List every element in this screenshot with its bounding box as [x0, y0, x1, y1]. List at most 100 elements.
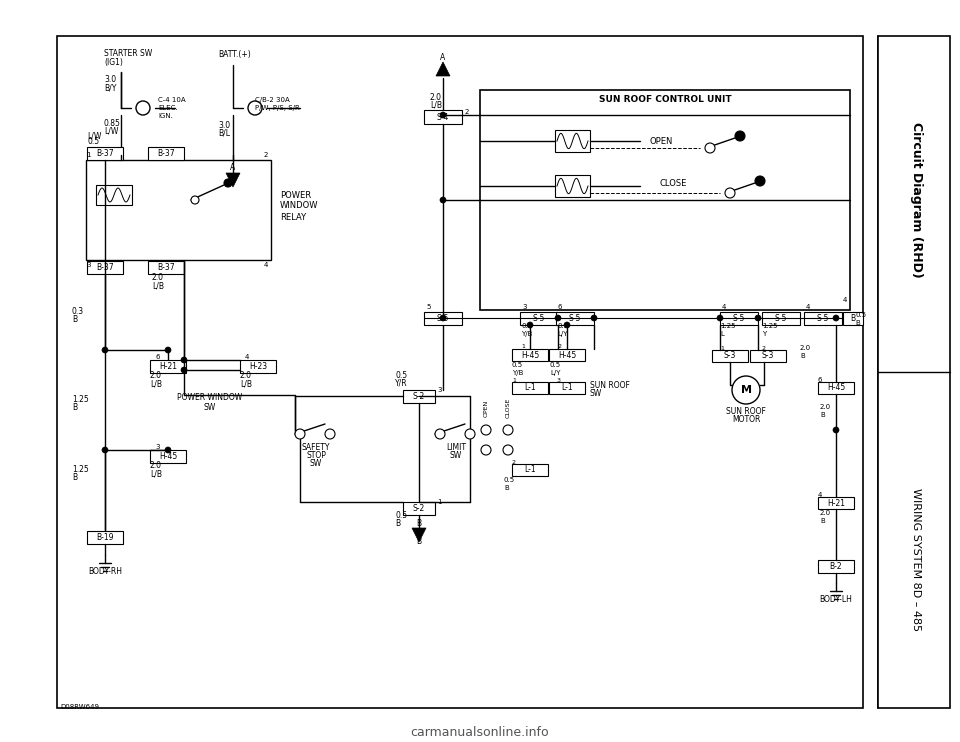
Circle shape — [833, 315, 839, 321]
Circle shape — [705, 143, 715, 153]
Text: P/W, P/S, S/R: P/W, P/S, S/R — [255, 105, 300, 111]
Circle shape — [717, 315, 723, 321]
Circle shape — [564, 322, 570, 328]
Text: 0.5: 0.5 — [855, 312, 866, 318]
Bar — [512, 349, 548, 361]
Circle shape — [833, 427, 839, 433]
Text: 2.0: 2.0 — [820, 510, 831, 516]
Text: 4: 4 — [806, 304, 810, 310]
Circle shape — [136, 101, 150, 115]
Text: S-5: S-5 — [775, 314, 787, 323]
Text: S-5: S-5 — [817, 314, 829, 323]
Bar — [762, 312, 800, 325]
Text: B: B — [820, 412, 825, 418]
Text: B: B — [72, 404, 77, 413]
Text: 0.5: 0.5 — [557, 323, 568, 329]
Text: H-45: H-45 — [558, 350, 576, 360]
Circle shape — [440, 112, 446, 118]
Text: B: B — [820, 518, 825, 524]
Text: B-37: B-37 — [157, 263, 175, 272]
Bar — [424, 312, 462, 325]
Text: Y/B: Y/B — [512, 370, 523, 376]
Circle shape — [224, 179, 232, 187]
Text: 1.25: 1.25 — [72, 395, 88, 404]
Text: A: A — [441, 53, 445, 62]
Text: BATT.(+): BATT.(+) — [218, 50, 251, 59]
Text: 6: 6 — [558, 304, 563, 310]
Circle shape — [755, 176, 765, 186]
Circle shape — [503, 445, 513, 455]
Circle shape — [165, 347, 171, 353]
Text: 4: 4 — [818, 492, 823, 498]
Text: S-3: S-3 — [724, 352, 736, 361]
Text: C-4 10A: C-4 10A — [158, 97, 185, 103]
Text: L/B: L/B — [240, 379, 252, 389]
Text: 0.3: 0.3 — [72, 307, 84, 317]
Circle shape — [181, 357, 187, 363]
Text: 1.25: 1.25 — [720, 323, 735, 329]
Text: 2: 2 — [264, 152, 268, 158]
Text: CLOSE: CLOSE — [660, 179, 687, 188]
Bar — [712, 350, 748, 362]
Text: B: B — [72, 473, 77, 482]
Text: SW: SW — [310, 459, 323, 468]
Text: M: M — [740, 385, 752, 395]
Text: 2: 2 — [512, 459, 516, 464]
Text: BODY-RH: BODY-RH — [88, 568, 122, 577]
Text: 0.85: 0.85 — [104, 119, 121, 128]
Text: 3.0: 3.0 — [104, 76, 116, 85]
Text: 5: 5 — [426, 304, 430, 310]
Text: 1: 1 — [86, 152, 90, 158]
Text: S-2: S-2 — [413, 392, 425, 401]
Text: LIMIT: LIMIT — [446, 444, 466, 453]
Text: 3: 3 — [86, 262, 90, 268]
Bar — [148, 261, 184, 274]
Text: B: B — [855, 320, 860, 326]
Text: B: B — [504, 485, 509, 491]
Text: 0.5: 0.5 — [512, 362, 523, 368]
Text: H-21: H-21 — [827, 499, 845, 508]
Bar — [720, 312, 758, 325]
Bar — [804, 312, 842, 325]
Text: B-2: B-2 — [829, 562, 842, 571]
Text: SW: SW — [450, 451, 462, 461]
Text: S-4: S-4 — [437, 113, 449, 122]
Text: SUN ROOF CONTROL UNIT: SUN ROOF CONTROL UNIT — [599, 96, 732, 105]
Circle shape — [725, 188, 735, 198]
Text: carmanualsonline.info: carmanualsonline.info — [411, 726, 549, 738]
Bar — [818, 382, 854, 394]
Circle shape — [503, 425, 513, 435]
Text: 2.0: 2.0 — [820, 404, 831, 410]
Text: 0.5: 0.5 — [504, 477, 516, 483]
Bar — [549, 349, 585, 361]
Bar — [57, 36, 863, 708]
Text: L/B: L/B — [152, 281, 164, 291]
Text: 2.0: 2.0 — [800, 345, 811, 351]
Text: 3.0: 3.0 — [218, 120, 230, 130]
Text: L-1: L-1 — [562, 384, 573, 393]
Text: H-21: H-21 — [159, 362, 177, 371]
Text: 4: 4 — [264, 262, 268, 268]
Text: B/L: B/L — [218, 128, 230, 137]
Bar — [750, 350, 786, 362]
Text: 2.0: 2.0 — [150, 372, 162, 381]
Circle shape — [440, 315, 446, 321]
Circle shape — [481, 445, 491, 455]
Text: S-2: S-2 — [413, 504, 425, 513]
Text: Y/R: Y/R — [395, 378, 408, 387]
Text: POWER: POWER — [280, 191, 311, 200]
Text: BODY-LH: BODY-LH — [820, 596, 852, 605]
Text: S-5: S-5 — [732, 314, 745, 323]
Circle shape — [527, 322, 533, 328]
Bar — [512, 382, 548, 394]
Text: ELEC.: ELEC. — [158, 105, 178, 111]
Text: 0.5: 0.5 — [395, 370, 407, 379]
Text: L/B: L/B — [430, 100, 442, 110]
Bar — [87, 531, 123, 544]
Bar — [150, 450, 186, 463]
Text: 2: 2 — [557, 344, 561, 349]
Bar — [843, 312, 863, 325]
Text: OPEN: OPEN — [650, 137, 673, 145]
Text: L-1: L-1 — [524, 384, 536, 393]
Text: 2.0: 2.0 — [430, 93, 442, 102]
